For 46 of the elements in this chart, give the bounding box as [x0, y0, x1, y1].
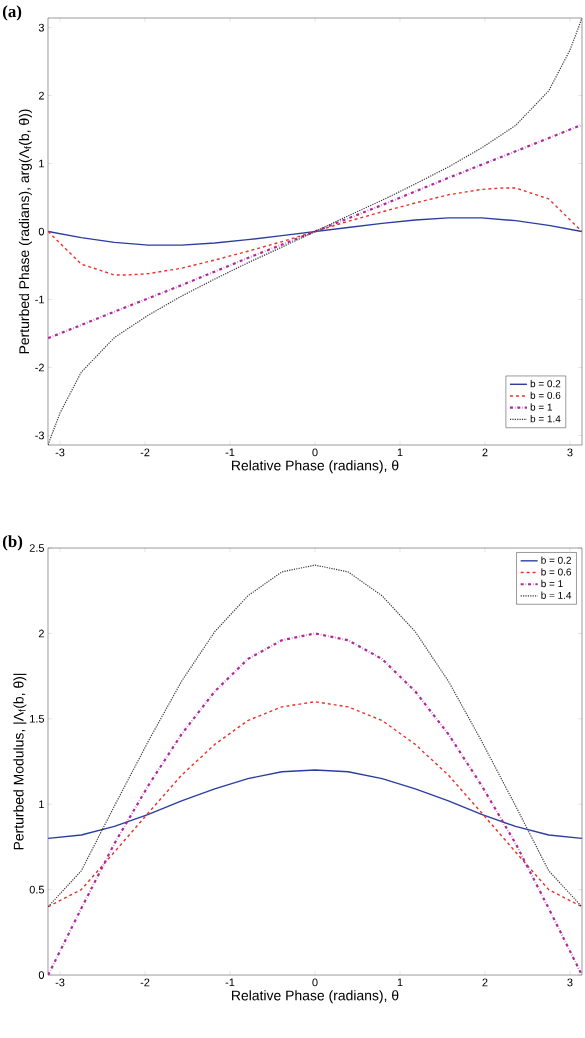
legend-label: b = 0.2	[541, 556, 571, 564]
y-tick-label: 1	[39, 159, 44, 168]
x-tick-label: 0	[312, 448, 318, 457]
x-tick-label: 0	[312, 978, 318, 987]
x-axis-title: Relative Phase (radians), θ	[232, 990, 399, 1004]
y-axis-title: Perturbed Phase (radians), arg(Λ$_{f}$(b, θ))	[18, 109, 32, 354]
y-tick-label: 2.5	[29, 544, 45, 552]
x-tick-label: 1	[397, 448, 403, 457]
x-tick-label: -1	[225, 448, 235, 457]
y-axis-title: Perturbed Modulus, |Λ$_{f}$(b, θ)|	[13, 673, 27, 850]
x-tick-label: 2	[482, 448, 488, 457]
y-tick-label: 0.5	[29, 885, 45, 894]
y-tick-label: 1.5	[30, 715, 45, 723]
legend-label: b = 1.4	[530, 415, 561, 423]
y-tick-label: -1	[35, 295, 44, 304]
x-axis-title: Relative Phase (radians), θ	[232, 460, 399, 474]
legend-label: b = 1	[530, 403, 553, 411]
y-tick-label: 2	[38, 91, 44, 100]
line-series	[48, 564, 582, 908]
y-tick-label: 1	[39, 800, 44, 808]
x-tick-label: 3	[567, 978, 573, 987]
y-tick-label: 0	[38, 227, 45, 236]
line-series	[48, 632, 582, 976]
y-tick-label: 3	[38, 23, 44, 32]
x-tick-label: 1	[397, 978, 403, 987]
x-tick-label: -3	[55, 978, 65, 987]
y-tick-label: -2	[35, 363, 44, 372]
x-tick-label: -1	[225, 978, 235, 987]
y-tick-label: 2	[38, 629, 44, 638]
line-series	[48, 701, 582, 908]
legend-label: b = 0.6	[530, 391, 561, 399]
x-tick-label: 2	[482, 978, 488, 987]
y-tick-label: -3	[35, 431, 44, 440]
legend-label: b = 0.2	[530, 379, 561, 388]
legend-label: b = 1	[541, 579, 563, 588]
chart-title: (a)	[2, 5, 22, 21]
line-series	[48, 18, 582, 446]
chart-title: (b)	[2, 535, 23, 551]
x-tick-label: -3	[55, 448, 65, 457]
x-tick-label: -2	[140, 978, 150, 987]
x-tick-label: 3	[567, 448, 573, 457]
x-tick-label: -2	[140, 448, 150, 457]
legend-label: b = 1.4	[541, 591, 572, 599]
y-tick-label: 0	[38, 971, 45, 979]
line-series	[48, 769, 582, 840]
legend-label: b = 0.6	[541, 568, 572, 576]
